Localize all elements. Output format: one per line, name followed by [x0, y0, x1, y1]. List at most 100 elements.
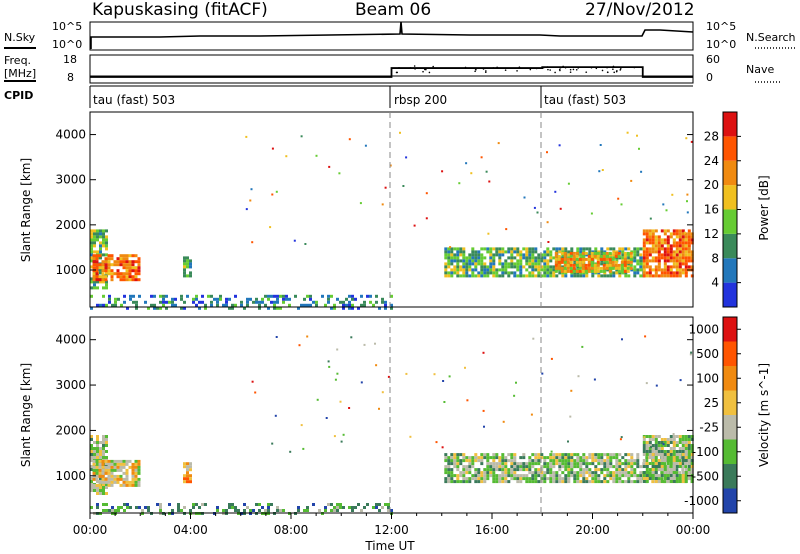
heatmap-cell [102, 509, 105, 512]
nave-trace [90, 65, 693, 78]
heatmap-cell [525, 477, 529, 481]
heatmap-cell [113, 468, 117, 472]
heatmap-cell [684, 274, 688, 278]
heatmap-cell [96, 506, 99, 509]
heatmap-cell [122, 483, 126, 487]
heatmap-cell [186, 259, 189, 263]
heatmap-cell [270, 503, 273, 506]
heatmap-cell [330, 306, 333, 310]
heatmap-cell [681, 247, 685, 251]
heatmap-cell [487, 232, 490, 235]
heatmap-cell [540, 256, 544, 260]
heatmap-cell [567, 440, 569, 443]
heatmap-cell [570, 389, 573, 392]
heatmap-cell [468, 471, 472, 475]
heatmap-cell [507, 271, 511, 275]
heatmap-cell [563, 269, 567, 273]
heatmap-cell [675, 265, 679, 269]
heatmap-cell [501, 480, 505, 484]
heatmap-cell [579, 274, 583, 278]
heatmap-cell [285, 294, 288, 298]
heatmap-cell [570, 274, 574, 278]
heatmap-cell [110, 459, 114, 463]
heatmap-cell [186, 468, 189, 472]
heatmap-cell [459, 259, 463, 263]
heatmap-cell [681, 262, 685, 266]
heatmap-cell [648, 238, 652, 242]
heatmap-cell [465, 456, 469, 460]
heatmap-cell [102, 280, 105, 284]
heatmap-cell [648, 271, 652, 275]
heatmap-cell [312, 300, 315, 304]
heatmap-cell [444, 247, 448, 251]
heatmap-cell [369, 294, 372, 298]
heatmap-cell [690, 256, 694, 260]
heatmap-cell [671, 193, 674, 196]
heatmap-cell [465, 459, 469, 463]
heatmap-cell [516, 259, 520, 263]
heatmap-cell [276, 506, 279, 509]
nave-dot [474, 70, 476, 73]
heatmap-cell [649, 217, 652, 220]
heatmap-cell [591, 453, 595, 457]
heatmap-cell [110, 474, 114, 478]
heatmap-cell [678, 474, 682, 477]
freq-label-2: [MHz] [4, 67, 36, 80]
heatmap-cell [531, 477, 535, 481]
heatmap-cell [660, 459, 664, 462]
heatmap-cell [92, 459, 96, 463]
heatmap-cell [444, 480, 448, 484]
heatmap-cell [507, 453, 511, 457]
heatmap-cell [584, 269, 588, 273]
heatmap-cell [289, 450, 292, 453]
heatmap-cell [566, 263, 570, 267]
heatmap-cell [516, 468, 520, 472]
heatmap-cell [638, 147, 640, 150]
heatmap-cell [447, 480, 451, 484]
heatmap-cell [480, 256, 484, 260]
heatmap-cell [672, 250, 676, 254]
heatmap-cell [594, 459, 598, 463]
heatmap-cell [95, 263, 99, 267]
heatmap-cell [210, 303, 213, 307]
heatmap-cell [534, 474, 538, 478]
heatmap-cell [501, 247, 505, 251]
heatmap-cell [549, 459, 553, 463]
heatmap-cell [456, 253, 460, 257]
heatmap-cell [587, 263, 591, 267]
heatmap-cell [690, 465, 694, 468]
heatmap-cell [690, 235, 694, 239]
heatmap-cell [447, 462, 451, 466]
heatmap-cell [540, 268, 544, 272]
heatmap-cell [471, 474, 475, 478]
heatmap-cell [366, 294, 369, 298]
heatmap-cell [663, 241, 667, 245]
heatmap-cell [651, 477, 655, 480]
heatmap-cell [243, 306, 246, 310]
heatmap-cell [651, 232, 655, 236]
heatmap-cell [270, 294, 273, 298]
heatmap-cell [645, 250, 649, 254]
nave-dot [612, 68, 614, 71]
heatmap-cell [672, 259, 676, 263]
heatmap-cell [639, 256, 643, 260]
heatmap-cell [690, 462, 694, 465]
x-tick-label: 12:00 [374, 523, 409, 537]
heatmap-cell [466, 399, 469, 402]
heatmap-cell [684, 462, 688, 465]
heatmap-cell [288, 303, 291, 307]
heatmap-cell [629, 260, 633, 264]
noise-left-label: N.Sky [4, 31, 36, 44]
heatmap-cell [606, 471, 610, 475]
heatmap-cell [95, 272, 99, 276]
heatmap-cell [528, 265, 532, 269]
heatmap-cell [596, 269, 600, 273]
heatmap-cell [258, 306, 261, 310]
heatmap-cell [183, 256, 186, 260]
heatmap-cell [471, 259, 475, 263]
heatmap-cell [363, 506, 366, 509]
heatmap-cell [596, 263, 600, 267]
heatmap-cell [159, 509, 162, 512]
heatmap-cell [105, 450, 108, 453]
heatmap-cell [336, 509, 339, 512]
